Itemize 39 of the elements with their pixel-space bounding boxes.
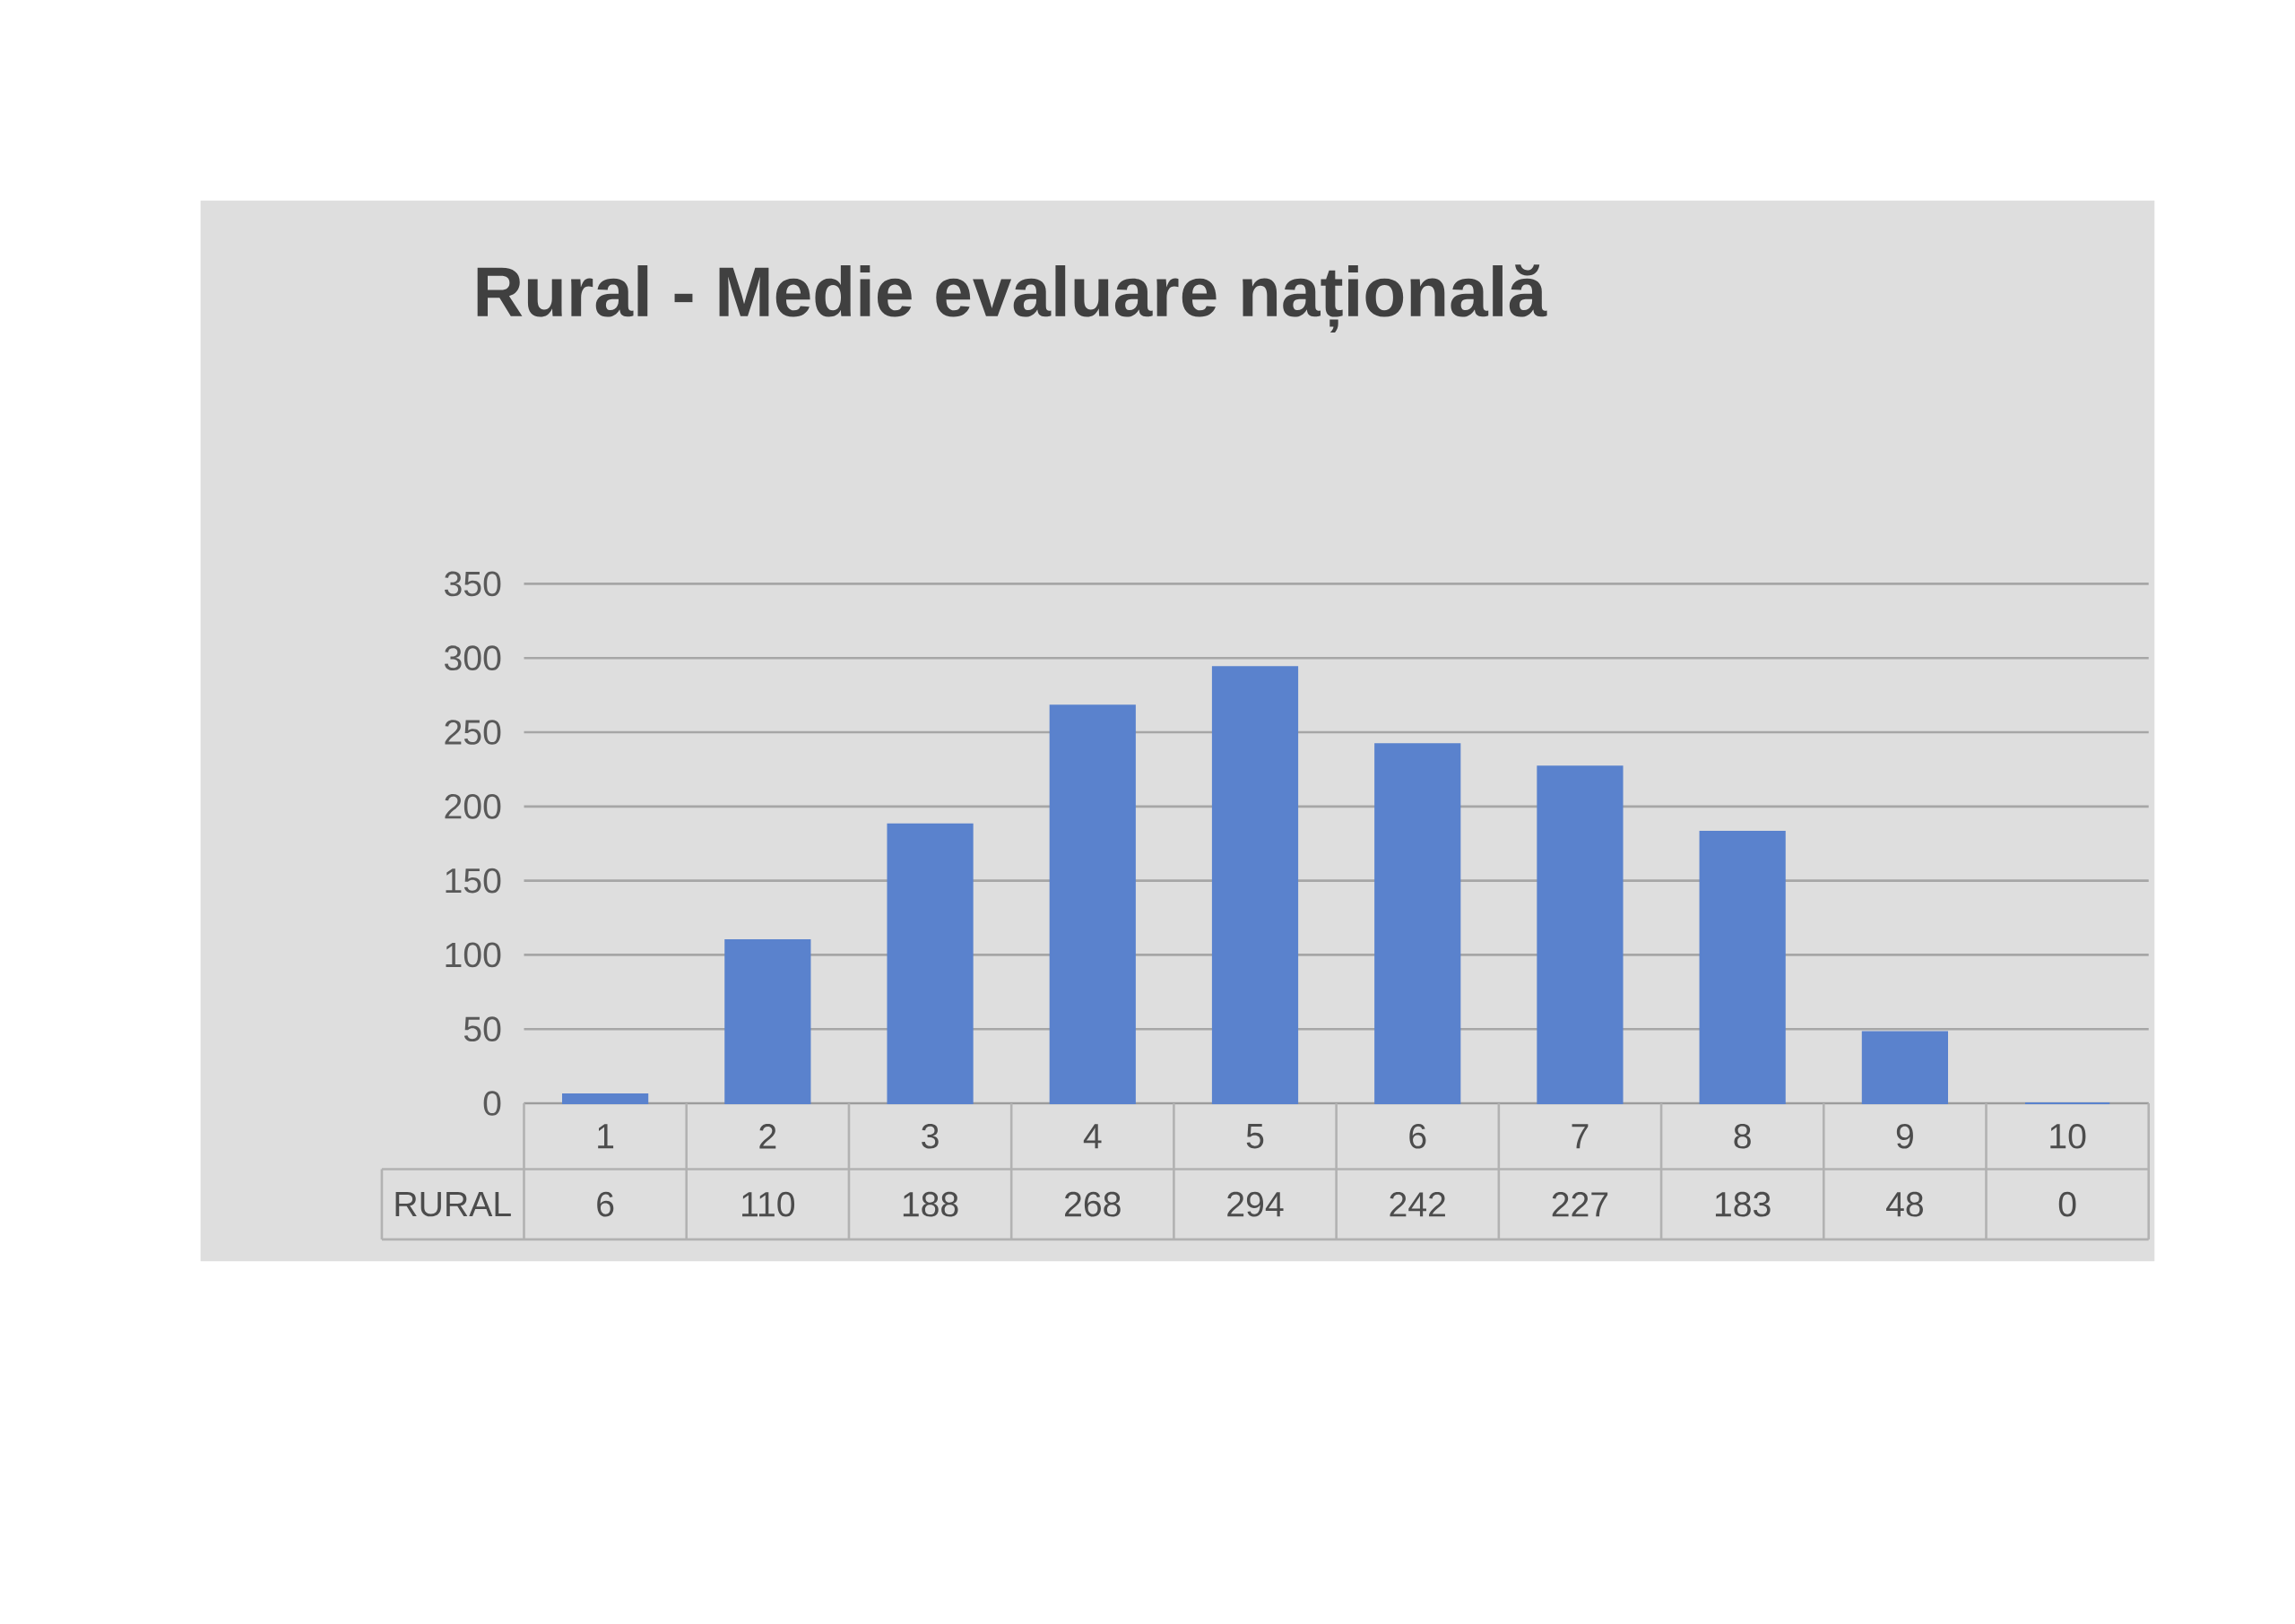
x-tick-label: 1	[598, 1124, 614, 1149]
bar	[1537, 765, 1624, 1104]
x-tick-label: 7	[1572, 1124, 1589, 1149]
x-tick-label: 6	[1409, 1123, 1426, 1149]
y-tick-label: 300	[445, 645, 501, 670]
data-label: 6	[597, 1191, 614, 1217]
y-tick-label: 100	[446, 942, 501, 968]
data-label: 188	[903, 1191, 958, 1217]
bar	[887, 823, 974, 1104]
data-label: 242	[1390, 1191, 1445, 1217]
data-label: 48	[1886, 1191, 1923, 1217]
y-tick-label: 350	[445, 571, 501, 597]
y-tick-label: 200	[445, 793, 501, 819]
y-tick-label: 250	[445, 720, 501, 745]
chart-title: Rural - Medie evaluare națională	[477, 264, 1547, 333]
bar	[562, 1093, 649, 1104]
data-label: 294	[1227, 1191, 1284, 1217]
x-tick-label: 10	[2050, 1123, 2086, 1149]
x-tick-label: 5	[1246, 1123, 1264, 1149]
data-label: 183	[1715, 1191, 1771, 1217]
data-label: 0	[2058, 1191, 2076, 1217]
bar	[1211, 666, 1299, 1104]
data-label: 110	[742, 1191, 795, 1217]
x-tick-label: 3	[922, 1123, 939, 1149]
x-tick-label: 8	[1734, 1123, 1751, 1149]
y-tick-label: 0	[483, 1091, 501, 1116]
x-tick-label: 2	[759, 1123, 776, 1149]
bar	[1699, 830, 1786, 1104]
text: RURAL	[395, 1191, 511, 1217]
x-tick-label: 4	[1083, 1124, 1102, 1149]
data-label: 227	[1552, 1191, 1608, 1217]
bar	[1861, 1031, 1948, 1104]
bar	[724, 938, 811, 1104]
y-tick-label: 150	[446, 868, 501, 894]
bar	[1049, 704, 1136, 1104]
bar	[1374, 743, 1461, 1104]
data-label: 268	[1065, 1191, 1121, 1217]
x-tick-label: 9	[1896, 1123, 1913, 1149]
y-tick-label: 50	[463, 1016, 501, 1041]
